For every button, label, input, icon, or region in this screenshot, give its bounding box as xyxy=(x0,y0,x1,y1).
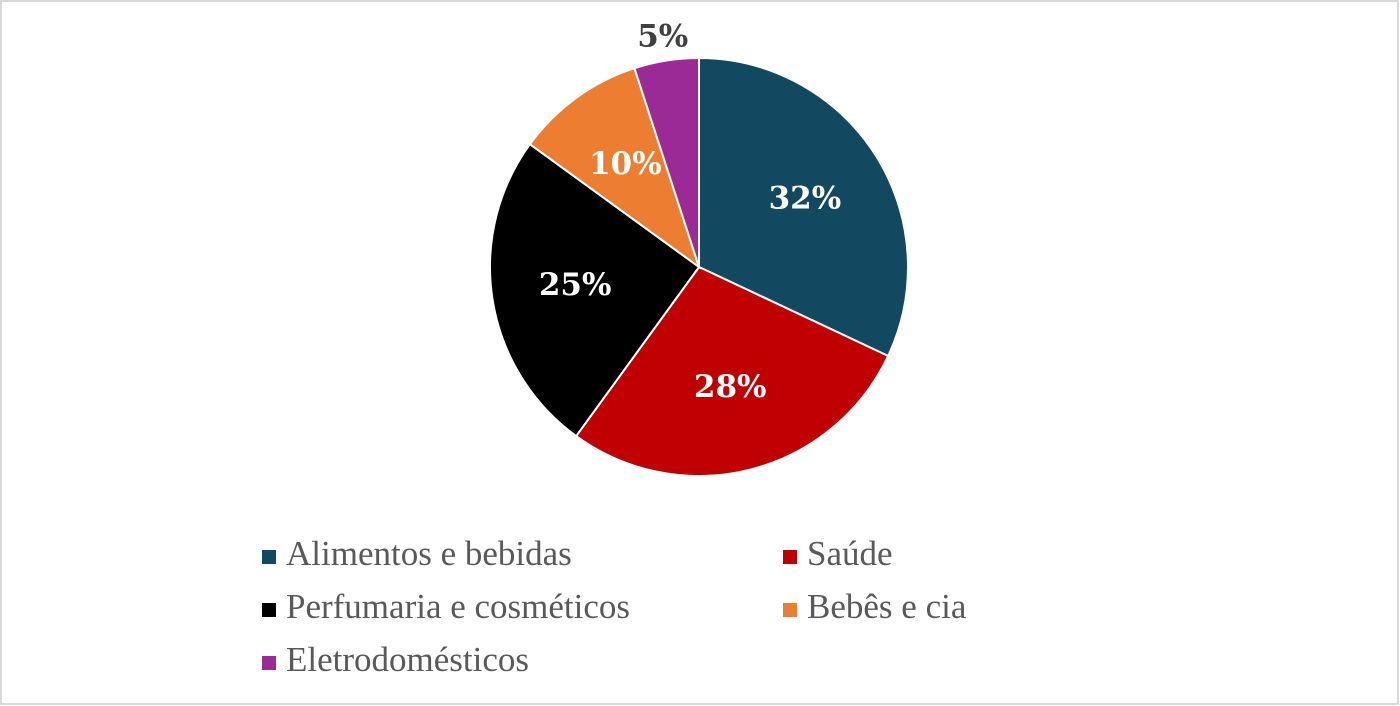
legend-swatch xyxy=(262,656,276,670)
legend-label: Eletrodomésticos xyxy=(286,640,529,679)
legend-label: Perfumaria e cosméticos xyxy=(286,587,630,626)
legend-label: Bebês e cia xyxy=(807,587,967,626)
data-label: 10% xyxy=(589,146,662,182)
pie-slice xyxy=(633,56,700,268)
data-label: 28% xyxy=(694,369,767,405)
pie-slice xyxy=(698,56,909,358)
legend-label: Saúde xyxy=(807,534,893,573)
legend-swatch xyxy=(262,550,276,564)
data-label: 5% xyxy=(637,18,688,54)
data-label: 25% xyxy=(539,267,612,303)
pie-slice xyxy=(489,142,701,438)
pie-slice xyxy=(528,66,701,270)
legend-swatch xyxy=(783,603,797,617)
legend-swatch xyxy=(262,603,276,617)
legend-label: Alimentos e bebidas xyxy=(286,534,572,573)
data-label: 32% xyxy=(769,180,842,216)
legend-swatch xyxy=(783,550,797,564)
pie-slice xyxy=(574,265,890,477)
